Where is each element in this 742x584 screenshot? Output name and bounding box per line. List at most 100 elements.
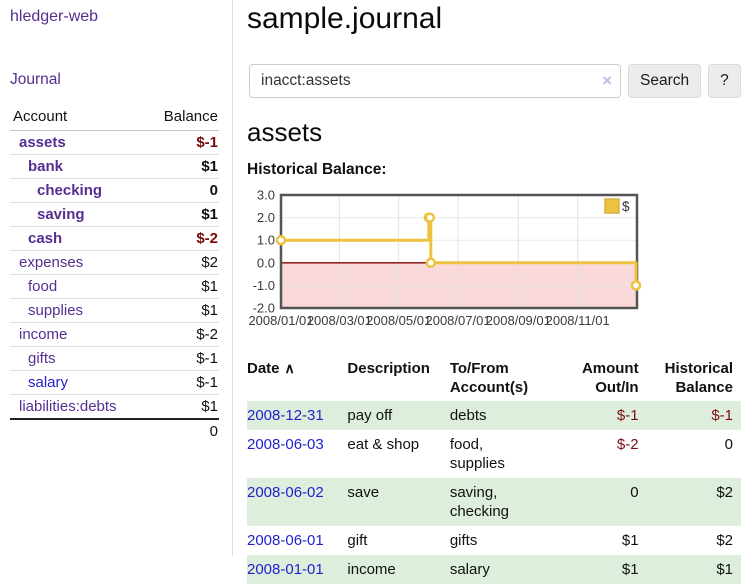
transaction-date: 2008-06-03 (247, 430, 347, 478)
register-header-balance: Historical Balance (664, 359, 733, 396)
transaction-description: gift (347, 531, 368, 549)
transaction-row: 2008-06-01 gift gifts $1 $2 (247, 526, 741, 555)
account-row: expenses $2 (10, 250, 219, 275)
sidebar-account-link[interactable]: food (28, 278, 58, 295)
register-header-accounts: To/From Account(s) (449, 359, 529, 396)
transaction-date-link[interactable]: 2008-06-01 (247, 531, 324, 549)
search-box: × (249, 63, 621, 98)
transaction-accounts: saving, checking (449, 483, 510, 520)
svg-text:1.0: 1.0 (257, 232, 275, 247)
register-table: Date ∧ Description To/From Account(s) Amo… (247, 355, 741, 584)
transaction-balance: $2 (716, 483, 733, 501)
account-balance: $1 (145, 394, 219, 420)
accounts-header-account: Account (10, 104, 146, 131)
transaction-date: 2008-06-01 (247, 526, 347, 555)
register-header-row: Date ∧ Description To/From Account(s) Amo… (247, 355, 741, 401)
register-header-description: Description (347, 359, 430, 377)
search-row: × Search ? (249, 63, 742, 98)
transaction-accounts: gifts (449, 531, 478, 549)
register-header-date[interactable]: Date ∧ (247, 359, 295, 377)
transaction-description: pay off (347, 406, 393, 424)
sidebar-account-link[interactable]: liabilities:debts (19, 398, 117, 415)
app-title-link[interactable]: hledger-web (10, 8, 99, 25)
transaction-date-link[interactable]: 2008-06-02 (247, 483, 324, 501)
account-row: income $-2 (10, 322, 219, 347)
account-row: liabilities:debts $1 (10, 394, 219, 420)
accounts-table: Account Balance assets $-1 bank $1 checking 0… (10, 104, 219, 443)
page-title: sample.journal (247, 2, 443, 35)
sidebar-account-link[interactable]: income (19, 326, 68, 343)
sidebar-account-link[interactable]: gifts (28, 350, 56, 367)
sidebar-account-link[interactable]: assets (19, 134, 66, 151)
transaction-amount: $-1 (616, 406, 639, 424)
accounts-total-value: 0 (145, 418, 219, 443)
account-heading: assets (247, 116, 323, 147)
transaction-balance: 0 (724, 435, 733, 453)
svg-text:3.0: 3.0 (257, 187, 275, 202)
sort-ascending-icon: ∧ (284, 359, 295, 376)
account-balance: 0 (145, 178, 219, 203)
sidebar-account-link[interactable]: supplies (28, 302, 84, 319)
svg-text:0.0: 0.0 (257, 255, 275, 270)
transaction-amount: $1 (621, 531, 639, 549)
svg-text:2008/05/01: 2008/05/01 (366, 313, 431, 328)
account-row: salary $-1 (10, 370, 219, 395)
sidebar-account-link[interactable]: salary (28, 374, 69, 391)
transaction-description: income (347, 560, 396, 578)
svg-text:2008/11/01: 2008/11/01 (546, 313, 610, 328)
sidebar-account-link[interactable]: cash (28, 230, 63, 247)
svg-text:-2.0: -2.0 (253, 300, 275, 315)
transaction-date-link[interactable]: 2008-01-01 (247, 560, 324, 578)
svg-text:2.0: 2.0 (257, 210, 275, 225)
transaction-row: 2008-06-03 eat & shop food, supplies $-2 0 (247, 430, 741, 478)
sidebar: hledger-web Journal Account Balance asse… (0, 0, 233, 556)
clear-search-icon[interactable]: × (602, 70, 612, 90)
sidebar-account-link[interactable]: expenses (19, 254, 84, 271)
accounts-header-balance: Balance (145, 104, 219, 131)
transaction-amount: $-2 (616, 435, 639, 453)
transaction-row: 2008-01-01 income salary $1 $1 (247, 554, 741, 584)
svg-text:$: $ (622, 199, 630, 214)
transaction-date: 2008-01-01 (247, 555, 347, 584)
account-row: food $1 (10, 274, 219, 299)
account-row: checking 0 (10, 178, 219, 203)
transaction-balance: $-1 (711, 406, 733, 424)
chart-title: Historical Balance: (247, 160, 387, 178)
account-balance: $1 (145, 202, 219, 227)
help-button[interactable]: ? (708, 63, 741, 98)
svg-text:2008/01/01: 2008/01/01 (248, 313, 313, 328)
transaction-date-link[interactable]: 2008-12-31 (247, 406, 324, 424)
search-input[interactable] (249, 63, 621, 98)
transaction-date: 2008-12-31 (247, 401, 347, 430)
sidebar-account-link[interactable]: checking (37, 182, 103, 199)
account-row: gifts $-1 (10, 346, 219, 371)
account-row: assets $-1 (10, 130, 219, 155)
transaction-row: 2008-06-02 save saving, checking 0 $2 (247, 477, 741, 526)
account-row: bank $1 (10, 154, 219, 179)
register-header-amount: Amount Out/In (581, 359, 639, 396)
search-button[interactable]: Search (628, 63, 702, 98)
transaction-accounts: salary (449, 560, 490, 578)
account-balance: $2 (145, 250, 219, 275)
accounts-header-row: Account Balance (10, 104, 219, 131)
svg-text:2008/09/01: 2008/09/01 (486, 313, 551, 328)
transaction-accounts: food, supplies (449, 435, 505, 472)
transaction-date-link[interactable]: 2008-06-03 (247, 435, 324, 453)
account-balance: $1 (145, 154, 219, 179)
account-balance: $1 (145, 298, 219, 323)
sidebar-account-link[interactable]: saving (37, 206, 85, 223)
transaction-description: eat & shop (347, 435, 420, 453)
historical-balance-chart[interactable]: $3.0 2.0 1.0 0.0 -1.0 -2.0 2008/01/01 2008/03/0… (247, 187, 642, 331)
sidebar-account-link[interactable]: bank (28, 158, 64, 175)
svg-text:-1.0: -1.0 (253, 277, 275, 292)
accounts-total-row: 0 (10, 418, 219, 443)
transaction-balance: $1 (716, 560, 733, 578)
sidebar-item-journal[interactable]: Journal (10, 71, 61, 88)
transaction-description: save (347, 483, 380, 501)
account-balance: $-2 (145, 226, 219, 251)
transaction-amount: $1 (621, 560, 639, 578)
account-row: cash $-2 (10, 226, 219, 251)
account-balance: $1 (145, 274, 219, 299)
account-row: supplies $1 (10, 298, 219, 323)
